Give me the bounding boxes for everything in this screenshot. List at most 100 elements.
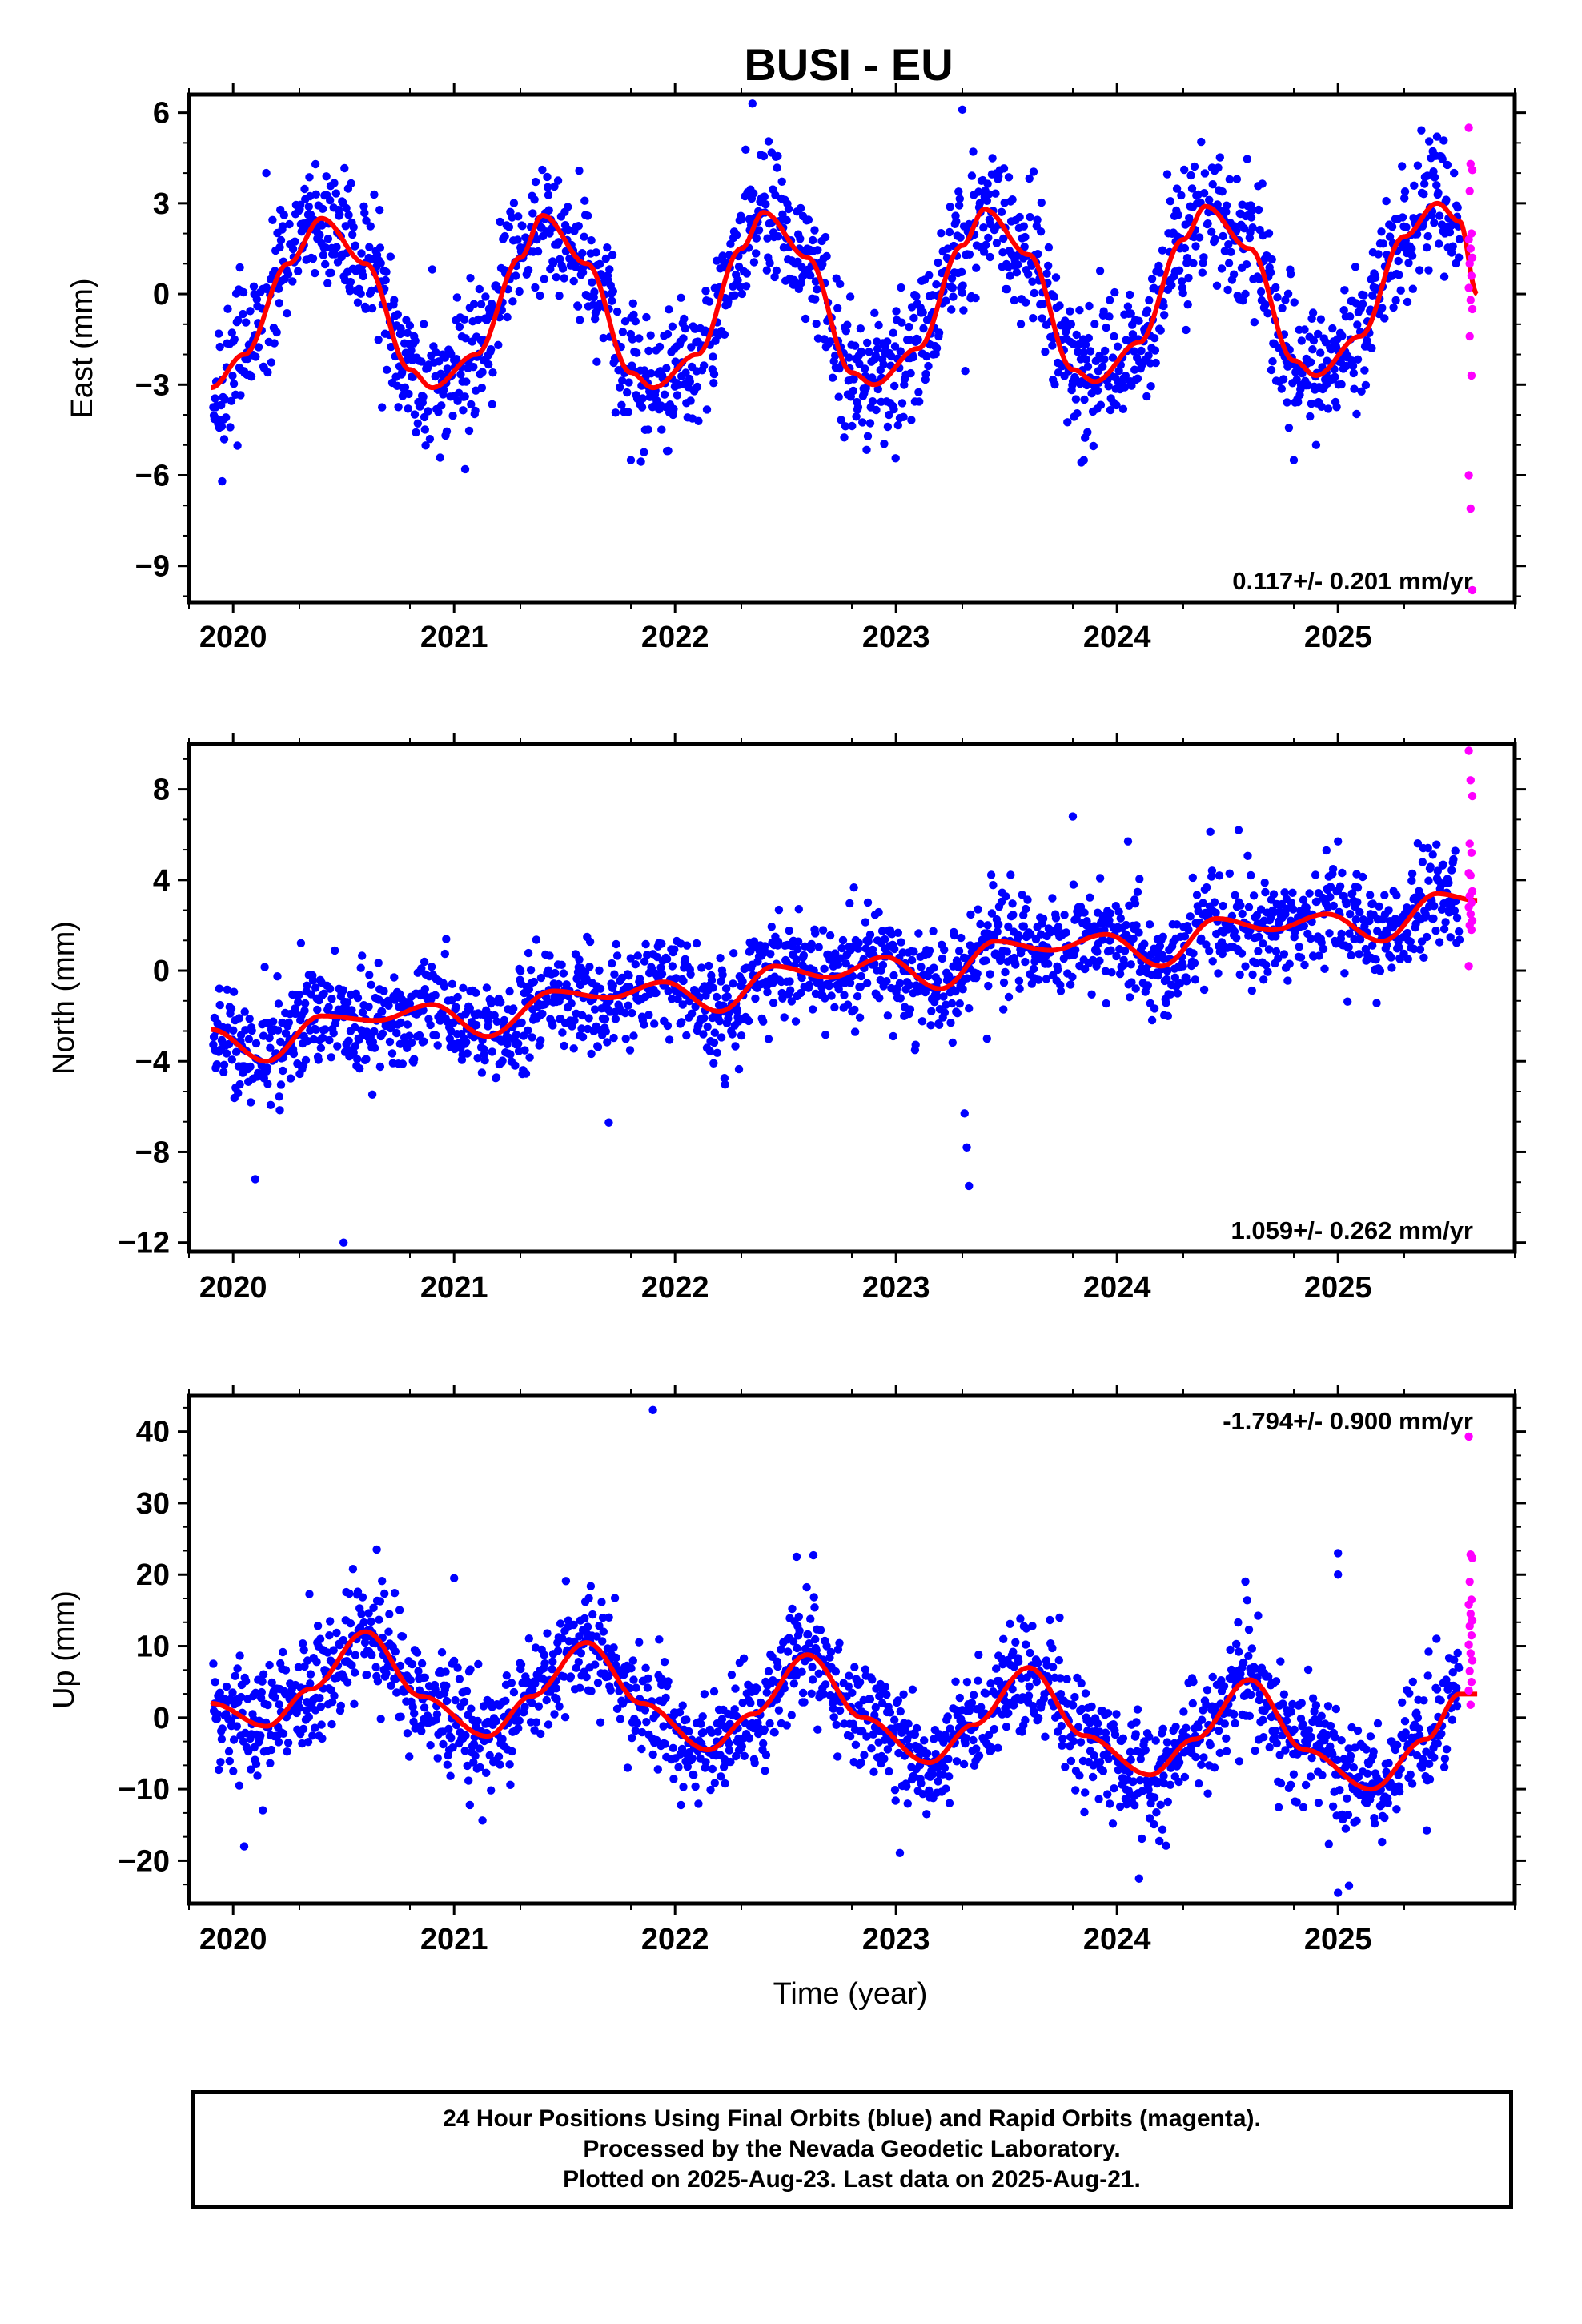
data-point (1096, 400, 1106, 409)
rapid-orbit-point (1465, 259, 1474, 268)
data-point (518, 222, 527, 231)
data-point (228, 372, 237, 380)
data-point (1375, 902, 1383, 911)
data-point (988, 154, 997, 163)
data-point (398, 1632, 408, 1641)
data-point (854, 939, 863, 947)
data-point (917, 963, 926, 971)
data-point (611, 408, 620, 417)
data-point (469, 363, 478, 372)
data-point (596, 259, 604, 268)
data-point (1351, 263, 1360, 271)
data-point (1184, 273, 1193, 283)
data-point (1071, 395, 1081, 404)
data-point (1120, 383, 1130, 392)
data-point (220, 395, 229, 404)
data-point (948, 1038, 958, 1047)
data-point (922, 352, 931, 361)
data-point (263, 1700, 272, 1710)
data-point (674, 380, 683, 389)
data-point (1147, 1015, 1157, 1025)
data-point (561, 1577, 571, 1586)
data-point (405, 1031, 414, 1040)
data-point (1126, 960, 1135, 969)
data-point (787, 1711, 796, 1719)
data-point (800, 1698, 809, 1707)
data-point (404, 389, 413, 399)
data-point (367, 1090, 377, 1100)
data-point (682, 1715, 691, 1724)
data-point (731, 1684, 740, 1693)
data-point (1274, 954, 1283, 963)
data-point (359, 202, 368, 211)
data-point (252, 295, 261, 304)
data-point (709, 1038, 719, 1047)
data-point (655, 1635, 664, 1644)
data-point (1238, 909, 1247, 919)
data-point (513, 235, 522, 244)
data-point (570, 1016, 579, 1025)
data-point (390, 296, 399, 304)
data-point (229, 1735, 239, 1744)
data-point (1299, 895, 1308, 904)
data-point (603, 1038, 612, 1047)
data-point (1255, 275, 1264, 283)
data-point (797, 1667, 806, 1676)
data-point (1206, 827, 1215, 837)
data-point (1305, 889, 1314, 898)
data-point (885, 1708, 895, 1717)
data-point (1277, 384, 1287, 393)
data-point (285, 219, 294, 229)
data-point (555, 292, 564, 300)
data-point (789, 1679, 798, 1688)
data-point (215, 984, 224, 993)
data-point (759, 1739, 768, 1748)
data-point (999, 978, 1009, 987)
data-point (785, 977, 794, 986)
data-point (1345, 929, 1354, 938)
data-point (1231, 891, 1239, 900)
data-point (1044, 243, 1054, 252)
data-point (749, 189, 758, 198)
data-point (848, 1688, 857, 1697)
data-point (1026, 212, 1034, 222)
data-point (751, 994, 760, 1003)
data-point (353, 298, 363, 307)
data-point (1150, 1004, 1159, 1013)
data-point (879, 360, 888, 369)
data-point (1387, 223, 1397, 231)
data-point (417, 357, 426, 366)
final-orbits-points (209, 1405, 1464, 1897)
data-point (601, 1027, 610, 1036)
data-point (852, 412, 861, 421)
data-point (913, 335, 922, 344)
data-point (1155, 268, 1165, 277)
data-point (596, 1718, 605, 1727)
data-point (798, 1688, 808, 1698)
data-point (303, 1738, 313, 1747)
data-point (629, 1675, 638, 1684)
data-point (665, 1035, 674, 1044)
data-point (786, 986, 795, 995)
data-point (610, 970, 619, 979)
data-point (841, 959, 851, 968)
data-point (603, 1644, 612, 1653)
data-point (853, 992, 862, 1001)
data-point (403, 328, 412, 337)
data-point (691, 1002, 700, 1011)
data-point (896, 994, 905, 1003)
data-point (1014, 976, 1024, 986)
data-point (1146, 382, 1155, 391)
data-point (1120, 960, 1129, 969)
data-point (821, 232, 830, 242)
data-point (794, 1612, 803, 1622)
data-point (1223, 285, 1232, 295)
data-point (578, 249, 587, 258)
data-point (983, 921, 992, 930)
data-point (348, 230, 357, 239)
data-point (1215, 153, 1225, 162)
data-point (764, 1035, 773, 1043)
data-point (583, 211, 592, 220)
data-point (759, 1017, 768, 1026)
data-point (600, 1015, 610, 1023)
